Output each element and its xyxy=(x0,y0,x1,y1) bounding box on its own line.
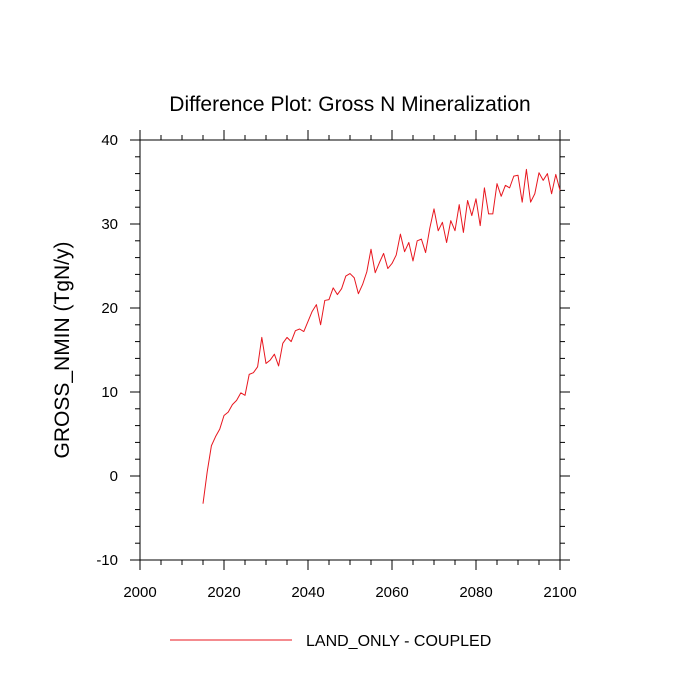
y-tick-label: -10 xyxy=(96,552,118,569)
y-tick-label: 10 xyxy=(101,384,118,401)
legend: LAND_ONLY - COUPLED xyxy=(170,633,491,650)
y-tick-label: 30 xyxy=(101,216,118,233)
x-tick-label: 2000 xyxy=(123,584,156,601)
ticks: 2000 2020 2040 2060 2080 2100 -10 0 10 20 30 40 xyxy=(96,130,577,601)
x-tick-label: 2100 xyxy=(543,584,576,601)
series xyxy=(202,168,561,504)
axes xyxy=(139,139,561,561)
y-tick-label: 20 xyxy=(101,300,118,317)
y-tick-label: 0 xyxy=(110,468,118,485)
y-tick-label: 40 xyxy=(101,132,118,149)
plot-frame xyxy=(139,139,561,561)
x-tick-label: 2020 xyxy=(207,584,240,601)
series-line xyxy=(202,168,561,504)
y-axis-label: GROSS_NMIN (TgN/y) xyxy=(51,241,74,458)
chart-title: Difference Plot: Gross N Mineralization xyxy=(169,93,530,116)
x-tick-label: 2060 xyxy=(375,584,408,601)
x-tick-label: 2040 xyxy=(291,584,324,601)
x-tick-label: 2080 xyxy=(459,584,492,601)
legend-label: LAND_ONLY - COUPLED xyxy=(306,633,491,650)
